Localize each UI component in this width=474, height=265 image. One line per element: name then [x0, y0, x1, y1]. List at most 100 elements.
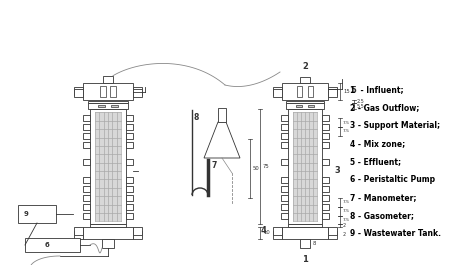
Bar	[322, 124, 329, 130]
Bar	[300, 77, 310, 83]
Bar	[288, 109, 322, 224]
Bar	[308, 105, 314, 107]
Text: 2: 2	[343, 232, 346, 237]
Bar	[297, 86, 302, 98]
Bar	[286, 103, 324, 109]
Bar	[126, 133, 133, 139]
Bar	[282, 83, 328, 100]
Text: 15: 15	[343, 89, 350, 94]
Bar	[322, 133, 329, 139]
Bar	[282, 227, 328, 238]
Bar	[126, 186, 133, 192]
Bar	[328, 87, 337, 95]
Bar	[83, 213, 90, 219]
Bar	[110, 86, 116, 98]
Text: 2.5: 2.5	[357, 99, 365, 104]
Bar	[83, 204, 90, 210]
Bar	[322, 213, 329, 219]
Bar	[95, 112, 121, 221]
Bar	[126, 195, 133, 201]
Text: 3 - Support Material;: 3 - Support Material;	[350, 121, 440, 130]
Bar	[126, 204, 133, 210]
Text: 7 - Manometer;: 7 - Manometer;	[350, 193, 417, 202]
Bar	[133, 227, 142, 235]
Text: 7.5: 7.5	[343, 209, 350, 213]
Bar	[126, 142, 133, 148]
Bar	[74, 231, 83, 239]
Text: 5: 5	[350, 86, 356, 95]
Bar	[126, 213, 133, 219]
Bar	[83, 142, 90, 148]
Bar	[83, 195, 90, 201]
Bar	[273, 87, 282, 95]
Text: 7: 7	[212, 161, 218, 170]
Text: 7.5: 7.5	[343, 218, 350, 222]
Text: 50: 50	[253, 166, 260, 171]
Bar	[126, 160, 133, 165]
Bar	[273, 89, 282, 96]
Bar	[74, 227, 83, 235]
Bar	[322, 177, 329, 183]
Bar	[273, 227, 282, 235]
Bar	[25, 238, 80, 252]
Text: 7.5: 7.5	[343, 130, 350, 134]
Bar	[83, 133, 90, 139]
Bar	[322, 142, 329, 148]
Bar	[281, 186, 288, 192]
Bar	[83, 160, 90, 165]
Bar	[300, 238, 310, 248]
Text: 6 - Peristaltic Pump: 6 - Peristaltic Pump	[350, 175, 435, 184]
Bar	[90, 224, 126, 227]
Bar	[218, 108, 226, 122]
Bar	[83, 124, 90, 130]
Bar	[83, 186, 90, 192]
Bar	[281, 195, 288, 201]
Bar	[281, 124, 288, 130]
Bar	[288, 224, 322, 227]
Text: 10: 10	[263, 230, 270, 235]
Bar	[88, 100, 128, 103]
Text: 5 - Effluent;: 5 - Effluent;	[350, 157, 401, 166]
Bar	[281, 133, 288, 139]
Bar	[83, 177, 90, 183]
Text: 2: 2	[343, 223, 346, 228]
Bar	[286, 100, 324, 103]
Bar	[83, 227, 133, 238]
Bar	[133, 89, 142, 96]
Bar	[74, 87, 83, 95]
Bar	[102, 238, 114, 248]
Bar	[88, 103, 128, 109]
Bar	[322, 204, 329, 210]
Text: 1  - Influent;: 1 - Influent;	[350, 86, 404, 95]
Bar	[281, 160, 288, 165]
Bar	[281, 142, 288, 148]
Bar	[308, 86, 313, 98]
Bar	[328, 227, 337, 235]
Text: 4: 4	[261, 226, 267, 235]
Bar	[328, 89, 337, 96]
Text: 8: 8	[194, 113, 200, 122]
Bar	[83, 115, 90, 121]
Text: 7.5: 7.5	[343, 121, 350, 125]
Bar	[281, 204, 288, 210]
Text: 9: 9	[24, 211, 29, 217]
Bar	[74, 89, 83, 96]
Bar	[273, 231, 282, 239]
Text: 8 - Gasometer;: 8 - Gasometer;	[350, 211, 414, 220]
Bar	[322, 186, 329, 192]
Bar	[100, 86, 106, 98]
Text: 9 - Wastewater Tank.: 9 - Wastewater Tank.	[350, 229, 441, 239]
Text: 8: 8	[313, 241, 316, 246]
Text: 75: 75	[263, 164, 270, 169]
Bar	[83, 83, 133, 100]
Text: 1: 1	[302, 255, 308, 264]
Bar	[293, 112, 317, 221]
Bar	[322, 115, 329, 121]
Text: 2 - Gas Outflow;: 2 - Gas Outflow;	[350, 104, 419, 113]
Text: 2: 2	[302, 62, 308, 71]
Bar	[98, 105, 105, 107]
Text: 4 - Mix zone;: 4 - Mix zone;	[350, 139, 405, 148]
Bar	[18, 205, 56, 223]
Bar	[322, 195, 329, 201]
Bar	[90, 109, 126, 224]
